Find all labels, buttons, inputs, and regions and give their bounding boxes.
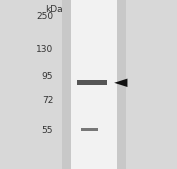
Text: 55: 55 (42, 126, 53, 136)
Bar (77, 80, 107, 85)
Polygon shape (114, 79, 127, 87)
Bar (81, 128, 98, 131)
Text: kDa: kDa (45, 5, 63, 14)
Bar (71, 0, 117, 169)
Text: 95: 95 (42, 72, 53, 81)
Text: 72: 72 (42, 96, 53, 105)
Bar (62, 0, 126, 169)
Text: 250: 250 (36, 12, 53, 21)
Text: 130: 130 (36, 44, 53, 54)
